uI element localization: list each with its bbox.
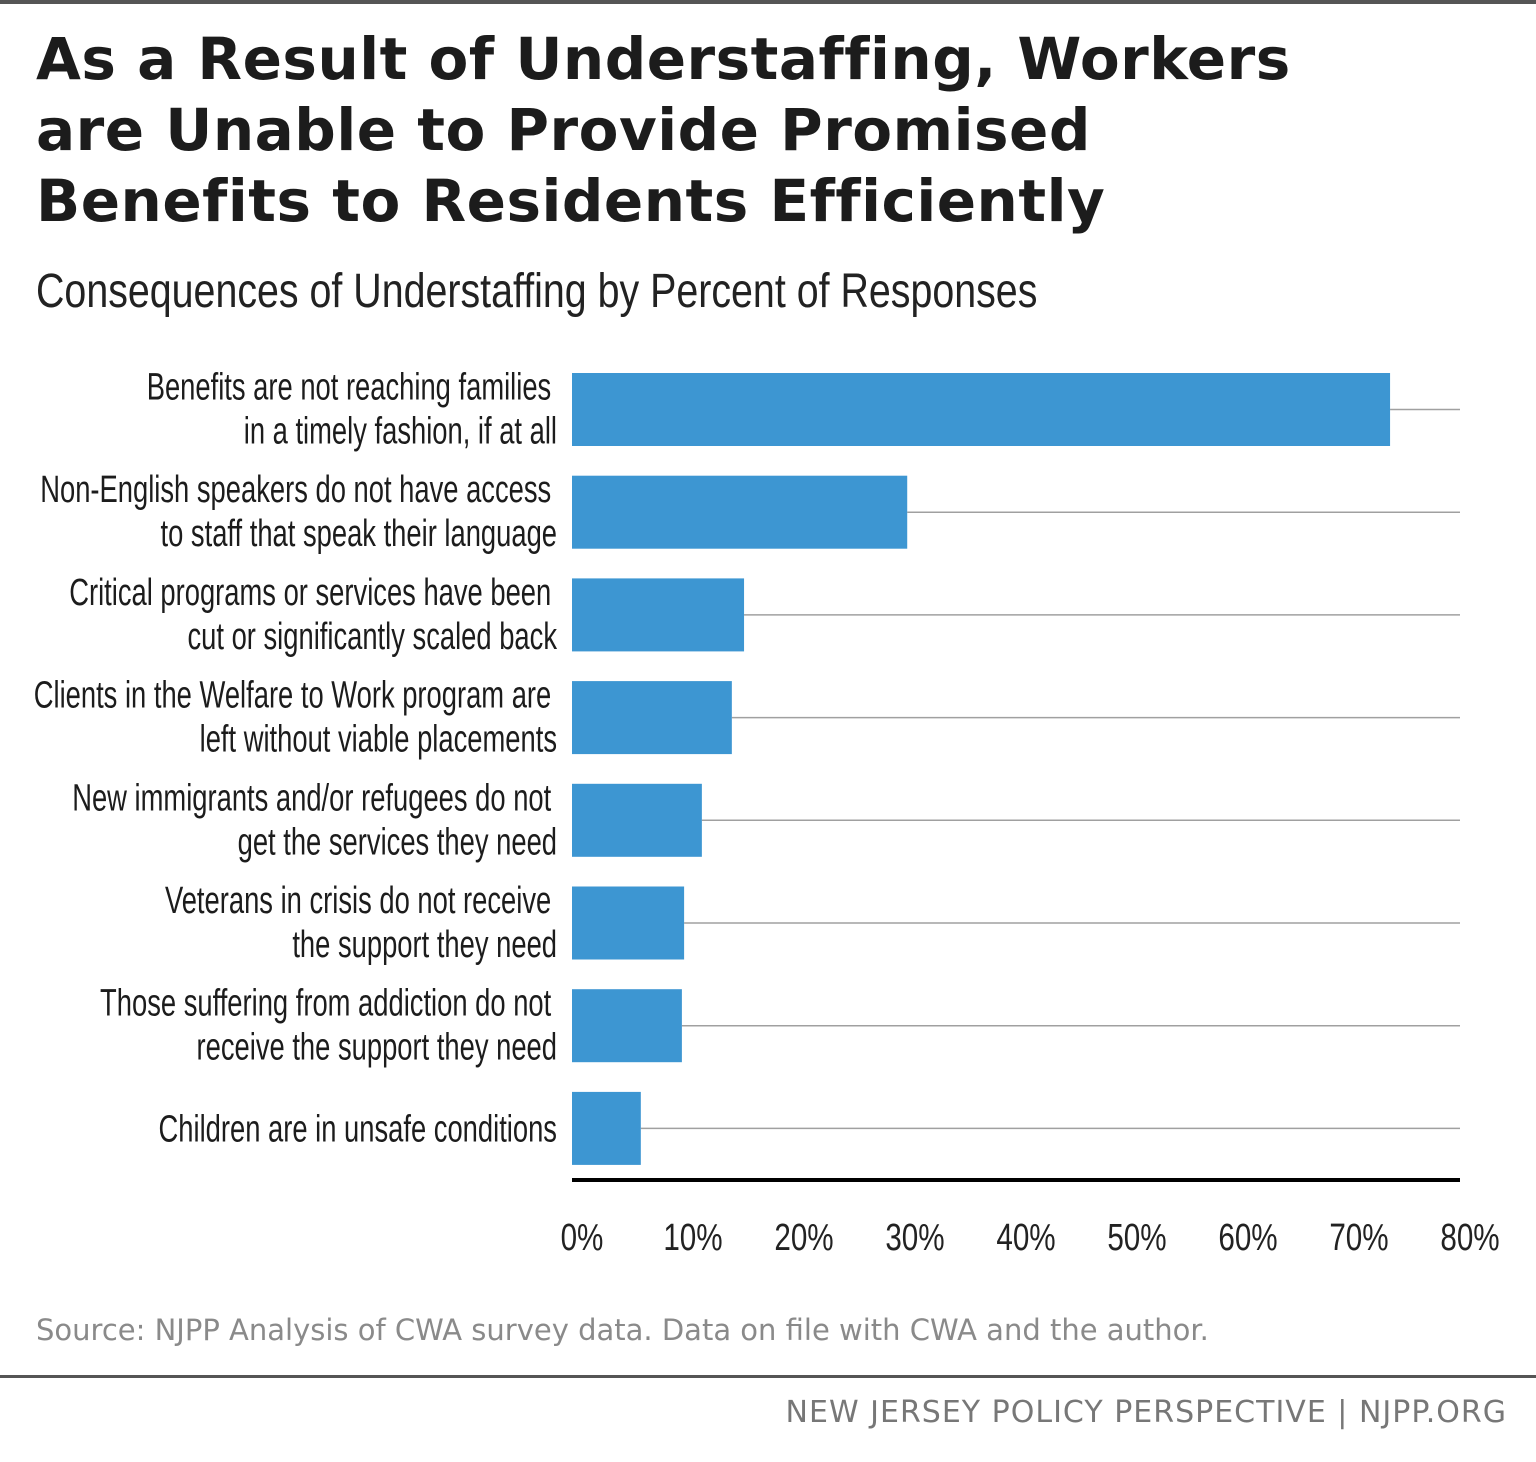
source-note: Source: NJPP Analysis of CWA survey data… [36,1313,1209,1347]
chart-title: As a Result of Understaffing, Workers ar… [36,25,1291,235]
category-label-line: cut or significantly scaled back [187,616,557,658]
category-label-line: Children are in unsafe conditions [159,1108,557,1150]
category-label: Those suffering from addiction do notrec… [100,982,557,1068]
category-label-line: Critical programs or services have been [69,572,551,614]
x-tick-label: 50% [1107,1217,1166,1259]
category-label-line: New immigrants and/or refugees do not [72,777,551,819]
x-tick-label: 70% [1329,1217,1388,1259]
category-label-line: Benefits are not reaching families [147,366,552,408]
x-tick-label: 10% [663,1217,722,1259]
x-tick-label: 40% [996,1217,1055,1259]
category-label-line: receive the support they need [197,1026,557,1068]
category-label-line: Those suffering from addiction do not [100,982,551,1024]
top-rule [0,0,1536,4]
category-label-line: Veterans in crisis do not receive [165,880,551,922]
category-label: Critical programs or services have beenc… [69,572,557,658]
category-label-line: in a timely fashion, if at all [244,410,557,452]
category-label-line: to staff that speak their language [161,513,557,555]
category-label: Children are in unsafe conditions [159,1108,557,1150]
category-label: Non-English speakers do not have accesst… [40,469,557,555]
bar [572,578,745,652]
x-tick-label: 60% [1218,1217,1277,1259]
category-label-line: Non-English speakers do not have access [40,469,551,511]
x-tick-label: 0% [561,1217,604,1259]
bar [572,783,702,857]
category-label: New immigrants and/or refugees do notget… [72,777,557,863]
bar [572,1091,641,1165]
bar [572,886,685,960]
category-label-line: get the services they need [238,821,557,863]
x-tick-label: 20% [774,1217,833,1259]
category-label-line: left without viable placements [200,718,557,760]
category-label: Clients in the Welfare to Work program a… [34,674,557,760]
chart-subtitle: Consequences of Understaffing by Percent… [36,265,1038,318]
bar [572,475,908,549]
x-tick-label: 80% [1440,1217,1499,1259]
x-tick-label: 30% [885,1217,944,1259]
bar [572,989,682,1063]
footer-credit: NEW JERSEY POLICY PERSPECTIVE | NJPP.ORG [785,1395,1507,1430]
category-label-line: Clients in the Welfare to Work program a… [34,674,552,716]
bar [572,681,732,755]
category-label-line: the support they need [292,924,557,966]
bottom-rule [0,1375,1536,1378]
bar [572,373,1391,446]
